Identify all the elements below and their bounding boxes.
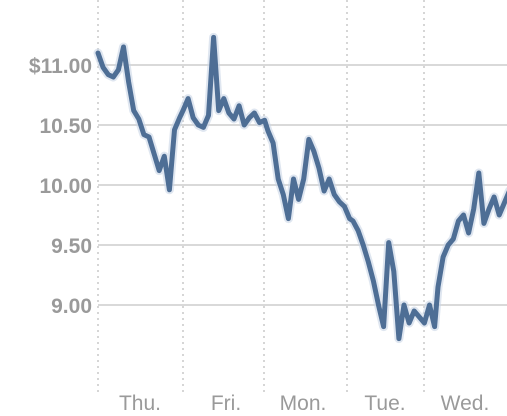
y-tick-label: 10.50: [39, 115, 92, 138]
x-tick-label: Mon.: [280, 392, 327, 415]
x-tick-label: Thu.: [119, 392, 161, 415]
x-tick-label: Fri.: [211, 392, 241, 415]
y-tick-label: 9.00: [51, 295, 92, 318]
y-axis-labels: $11.00 10.50 10.00 9.50 9.00: [29, 55, 92, 318]
x-tick-label: Tue.: [364, 392, 405, 415]
x-tick-label: Wed.: [441, 392, 490, 415]
x-axis-labels: Thu. Fri. Mon. Tue. Wed.: [119, 392, 489, 415]
y-tick-label: $11.00: [29, 55, 92, 78]
y-tick-label: 9.50: [51, 235, 92, 258]
y-tick-label: 10.00: [39, 175, 92, 198]
series-line-layer: [93, 32, 507, 344]
series-line: [95, 34, 507, 342]
